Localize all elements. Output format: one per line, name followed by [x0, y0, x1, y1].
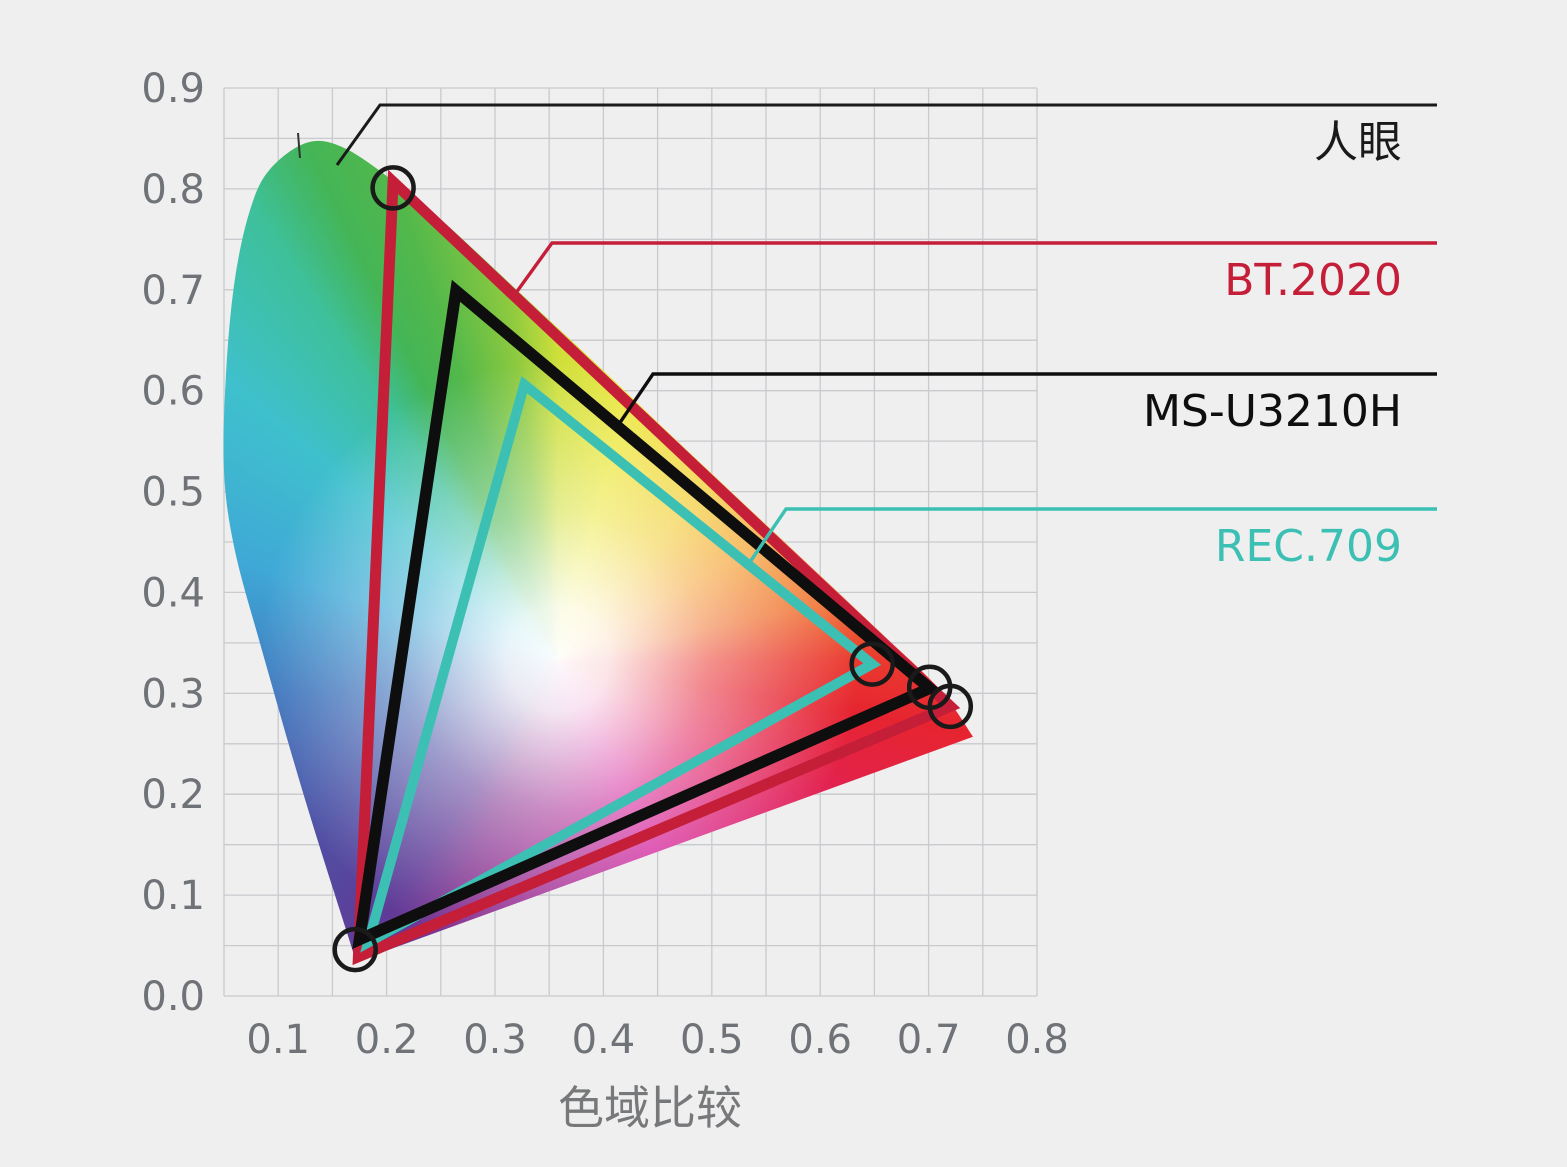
legend-leader-line-0: [335, 103, 1437, 166]
y-axis-tick-label: 0.7: [141, 268, 205, 314]
gamut-triangle-rec-709: [360, 375, 882, 953]
chart-title: 色域比较: [558, 1081, 742, 1135]
y-axis-tick-label: 0.9: [141, 66, 205, 112]
y-axis-tick-label: 0.5: [141, 470, 205, 516]
y-axis-tick-label: 0.0: [141, 974, 205, 1020]
y-axis-tick-label: 0.6: [141, 369, 205, 415]
gamut-triangle-bt-2020: [352, 169, 961, 966]
gamut-triangle-ms-u3210h: [352, 279, 941, 949]
legend-label-3: REC.709: [1214, 521, 1402, 572]
y-axis-tick-label: 0.8: [141, 167, 205, 213]
gamut-point-marker: [849, 641, 895, 687]
legend-leader-line-3: [748, 507, 1437, 563]
x-axis-tick-label: 0.7: [897, 1017, 961, 1063]
y-axis-tick-label: 0.3: [141, 671, 205, 717]
y-axis-tick-label: 0.1: [141, 873, 205, 919]
x-axis-tick-label: 0.2: [355, 1017, 419, 1063]
x-axis-tick-label: 0.5: [680, 1017, 744, 1063]
legend-leader-line-2: [615, 372, 1437, 428]
legend-leader-line-1: [511, 241, 1437, 298]
legend-label-1: BT.2020: [1224, 255, 1402, 306]
y-axis-tick-label: 0.2: [141, 772, 205, 818]
x-axis-tick-label: 0.4: [572, 1017, 636, 1063]
legend-label-0: 人眼: [1314, 117, 1402, 168]
y-axis-tick-label: 0.4: [141, 570, 205, 616]
gamut-point-marker: [370, 165, 416, 211]
x-axis-tick-label: 0.3: [463, 1017, 527, 1063]
gamut-point-marker: [332, 926, 378, 973]
x-axis-tick-label: 0.8: [1005, 1017, 1069, 1063]
locus-top-tick: [297, 132, 301, 159]
gamut-point-marker: [927, 683, 974, 730]
x-axis-tick-label: 0.1: [246, 1017, 310, 1063]
legend-label-2: MS-U3210H: [1142, 386, 1402, 437]
x-axis-tick-label: 0.6: [788, 1017, 852, 1063]
